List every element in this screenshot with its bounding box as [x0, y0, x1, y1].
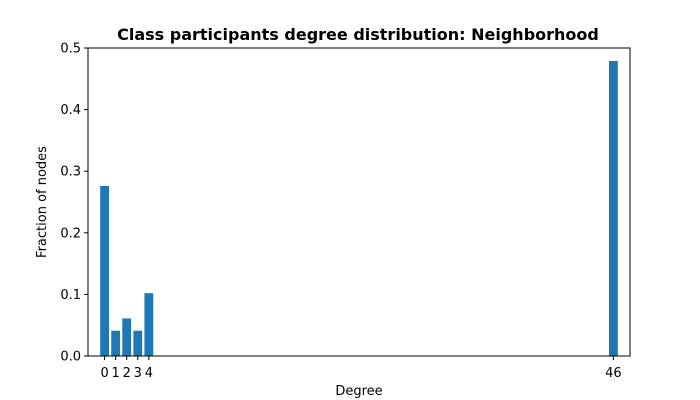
- x-tick-label: 4: [145, 366, 153, 381]
- y-axis-label: Fraction of nodes: [35, 146, 50, 258]
- bar-degree-1: [111, 330, 121, 356]
- y-axis-ticks: 0.0 0.1 0.2 0.3 0.4 0.5: [60, 42, 88, 365]
- bars-group: [100, 60, 618, 356]
- x-tick-label: 46: [605, 366, 622, 381]
- bar-degree-4: [144, 293, 154, 356]
- y-tick-label: 0.4: [60, 103, 81, 118]
- x-tick-label: 0: [100, 366, 108, 381]
- chart-title: Class participants degree distribution: …: [117, 25, 599, 44]
- y-tick-label: 0.5: [60, 42, 81, 57]
- x-tick-label: 3: [134, 366, 142, 381]
- y-tick-label: 0.2: [60, 226, 81, 241]
- x-tick-label: 1: [112, 366, 120, 381]
- bar-degree-2: [122, 318, 132, 356]
- x-axis-label: Degree: [335, 384, 382, 399]
- bar-degree-3: [133, 330, 143, 356]
- y-tick-label: 0.0: [60, 350, 81, 365]
- x-tick-label: 2: [123, 366, 131, 381]
- plot-frame: [87, 47, 631, 357]
- bar-degree-0: [100, 185, 110, 356]
- y-tick-label: 0.1: [60, 288, 81, 303]
- x-axis-ticks: 0 1 2 3 4 46: [100, 356, 622, 381]
- y-tick-label: 0.3: [60, 165, 81, 180]
- bar-degree-46: [608, 60, 618, 356]
